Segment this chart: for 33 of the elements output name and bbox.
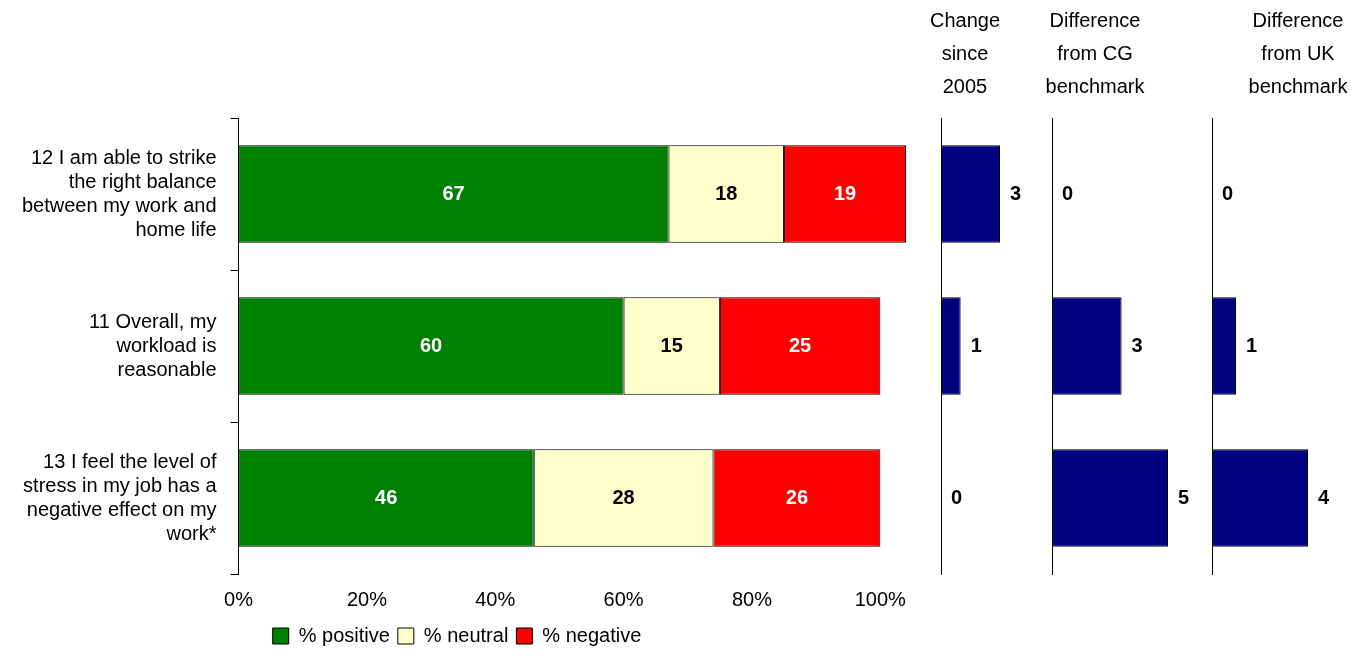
y-tick-label: 13 I feel the level of stress in my job has a negative effect on my work*	[23, 449, 218, 544]
x-tick-label: 100%	[854, 587, 907, 610]
data-label: 1	[1246, 333, 1258, 356]
chart-title: Difference from CG benchmark	[1044, 8, 1146, 99]
chart-title: Difference from UK benchmark	[1247, 8, 1349, 99]
data-label: 25	[788, 333, 812, 356]
chart-title: Change since 2005	[928, 8, 1002, 99]
x-tick-label: 40%	[475, 587, 516, 610]
x-tick-label: 0%	[224, 587, 254, 610]
data-label: 19	[833, 181, 857, 204]
data-label: 67	[442, 181, 465, 204]
x-tick-label: 20%	[346, 587, 388, 610]
data-label: 15	[660, 333, 683, 356]
data-label: 0	[1222, 181, 1234, 204]
data-label: 1	[970, 333, 982, 356]
data-label: 60	[419, 333, 443, 356]
y-tick-label: 12 I am able to strike the right balance between my work and home life	[21, 145, 217, 240]
x-tick-label: 60%	[603, 587, 644, 610]
data-label: 18	[715, 181, 738, 204]
y-tick-label: 11 Overall, my workload is reasonable	[89, 309, 217, 380]
data-label: 46	[375, 485, 398, 508]
data-label: 4	[1318, 485, 1330, 508]
x-tick-label: 80%	[731, 587, 773, 610]
data-label: 5	[1178, 485, 1190, 508]
data-label: 28	[612, 485, 635, 508]
data-label: 0	[1062, 181, 1074, 204]
legend-label: % positive	[298, 623, 390, 646]
legend-label: % neutral	[423, 623, 509, 646]
legend-label: % negative	[542, 623, 642, 646]
data-label: 26	[785, 485, 809, 508]
data-label: 3	[1131, 333, 1143, 356]
data-label: 3	[1010, 181, 1022, 204]
data-label: 0	[951, 485, 963, 508]
